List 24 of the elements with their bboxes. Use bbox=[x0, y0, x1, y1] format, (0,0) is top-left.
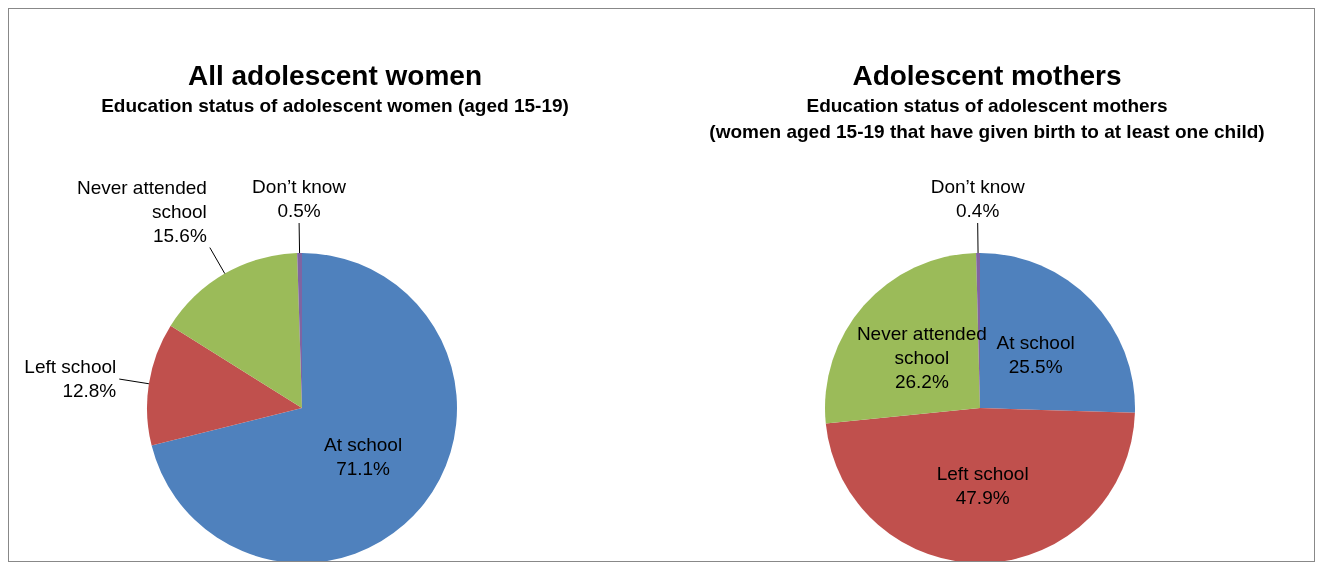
chart-subtitle: Education status of adolescent mothers (women aged 15-19 that have given birth to at least one child) bbox=[708, 94, 1266, 144]
chart-title: All adolescent women bbox=[186, 59, 484, 93]
data-label: 71.1% bbox=[336, 457, 391, 479]
data-label: 26.2% bbox=[894, 370, 949, 392]
slice-label: Don’t know bbox=[930, 176, 1025, 198]
chart-title: Adolescent mothers bbox=[851, 59, 1123, 93]
chart-subtitle: Education status of adolescent women (aged 15-19) bbox=[100, 94, 570, 118]
slice-label: Left school bbox=[24, 356, 117, 378]
slice-label: Don’t know bbox=[252, 176, 347, 198]
data-label: 47.9% bbox=[955, 487, 1010, 509]
pie-slice bbox=[170, 253, 302, 408]
pie-slice bbox=[147, 325, 302, 446]
pie-slice bbox=[151, 253, 457, 561]
data-label: 0.4% bbox=[956, 200, 1000, 222]
slice-label: Never attended school bbox=[76, 176, 207, 222]
slice-label: Never attended school bbox=[856, 322, 987, 368]
pie-slice bbox=[825, 408, 1135, 561]
slice-label: Left school bbox=[936, 463, 1029, 485]
data-label: 25.5% bbox=[1008, 356, 1063, 378]
slice-label: At school bbox=[996, 332, 1075, 354]
slice-label: At school bbox=[324, 433, 403, 455]
data-label: 15.6% bbox=[152, 224, 207, 246]
data-label: 0.5% bbox=[277, 200, 321, 222]
data-label: 12.8% bbox=[62, 380, 117, 402]
